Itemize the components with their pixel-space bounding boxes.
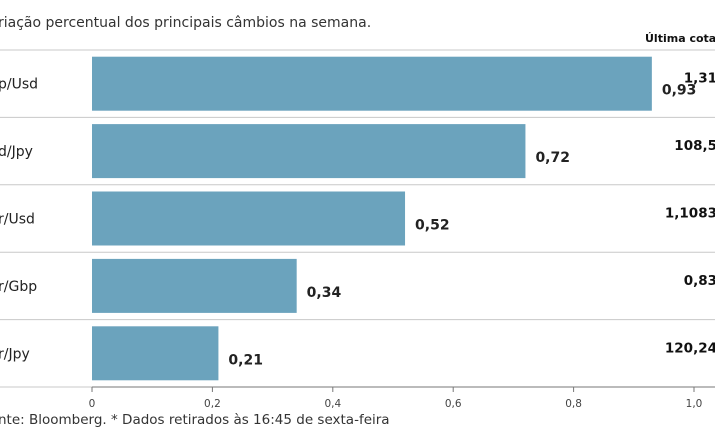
- bar: [92, 258, 297, 313]
- data-label: 0,21: [228, 352, 263, 368]
- category-label: d/Jpy: [0, 144, 33, 160]
- data-label: 0,93: [662, 83, 697, 99]
- last-quote-header: Última cotaç: [645, 32, 715, 45]
- bar: [92, 191, 406, 246]
- category-label: r/Usd: [0, 212, 35, 228]
- category-label: r/Jpy: [0, 346, 30, 362]
- category-label: p/Usd: [0, 77, 38, 93]
- bar-chart: p/Usd 0,931,31 d/Jpy 0,72 108,5 r/Usd 0,52 1,10…: [0, 49, 715, 410]
- last-quote-value: 120,24: [665, 340, 715, 356]
- data-label: 0,52: [415, 218, 450, 234]
- bar: [92, 326, 219, 381]
- x-tick-label: 0,2: [204, 398, 221, 410]
- last-quote-value: 1,1083: [665, 206, 715, 222]
- chart-subtitle: riação percentual dos principais câmbios…: [0, 15, 372, 31]
- bar: [92, 124, 526, 179]
- last-quote-value: 0,83: [684, 273, 715, 289]
- data-label: 0,72: [535, 150, 570, 166]
- last-quote-value: 1,31: [684, 71, 715, 87]
- bar: [92, 56, 652, 111]
- x-tick-label: 0,8: [565, 398, 582, 410]
- category-label: r/Gbp: [0, 279, 37, 295]
- x-tick-label: 0,6: [445, 398, 462, 410]
- x-tick-label: 0,4: [324, 398, 341, 410]
- source-note: nte: Bloomberg. * Dados retirados às 16:…: [0, 412, 390, 428]
- x-tick-label: 0: [89, 398, 96, 410]
- last-quote-value: 108,5: [674, 138, 715, 154]
- data-label: 0,34: [307, 285, 342, 301]
- x-tick-label: 1,0: [686, 398, 703, 410]
